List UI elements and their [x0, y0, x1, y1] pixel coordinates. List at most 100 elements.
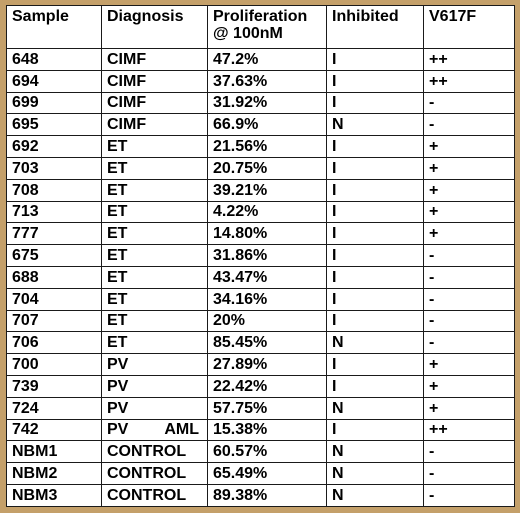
cell-proliferation: 27.89% — [207, 353, 327, 376]
cell-v617f: ++ — [423, 48, 515, 71]
cell-sample: 700 — [6, 353, 102, 376]
cell-v617f: - — [423, 331, 515, 355]
header-inhibited: Inhibited — [326, 5, 424, 49]
header-diagnosis: Diagnosis — [101, 5, 208, 49]
table-row: 777 ET 14.80% I + — [6, 222, 515, 246]
cell-proliferation: 31.86% — [207, 244, 327, 267]
cell-inhibited: I — [326, 244, 424, 267]
cell-diagnosis: ET — [101, 265, 208, 289]
cell-diagnosis: CIMF — [101, 91, 208, 115]
diagnosis-extra: AML — [164, 421, 199, 439]
cell-v617f: + — [423, 374, 515, 398]
cell-diagnosis: CONTROL — [101, 440, 208, 464]
cell-inhibited: I — [326, 48, 424, 71]
cell-diagnosis: ET — [101, 331, 208, 355]
cell-diagnosis: ET — [101, 309, 208, 333]
cell-v617f: - — [423, 309, 515, 333]
table-row: 706 ET 85.45% N - — [6, 331, 515, 355]
cell-sample: NBM2 — [6, 462, 102, 485]
cell-sample: 694 — [6, 69, 102, 93]
table-row: 713 ET 4.22% I + — [6, 200, 515, 224]
cell-proliferation: 31.92% — [207, 91, 327, 115]
cell-inhibited: I — [326, 178, 424, 202]
header-sample: Sample — [6, 5, 102, 49]
cell-inhibited: I — [326, 287, 424, 311]
cell-proliferation: 4.22% — [207, 200, 327, 224]
table-row: 742 PV AML 15.38% I ++ — [6, 418, 515, 442]
cell-inhibited: I — [326, 418, 424, 442]
cell-inhibited: N — [326, 462, 424, 485]
table-row: 707 ET 20% I - — [6, 309, 515, 333]
table-row: 703 ET 20.75% I + — [6, 156, 515, 180]
cell-diagnosis: CIMF — [101, 48, 208, 71]
table-row: 648 CIMF 47.2% I ++ — [6, 48, 515, 71]
cell-proliferation: 47.2% — [207, 48, 327, 71]
cell-inhibited: N — [326, 331, 424, 355]
table-row: 675 ET 31.86% I - — [6, 244, 515, 267]
cell-inhibited: I — [326, 135, 424, 158]
cell-inhibited: I — [326, 222, 424, 246]
cell-v617f: - — [423, 265, 515, 289]
cell-inhibited: N — [326, 483, 424, 508]
cell-v617f: + — [423, 353, 515, 376]
header-proliferation-line2: @ 100nM — [213, 25, 283, 42]
table-header: Sample Diagnosis Proliferation @ 100nM I… — [6, 5, 515, 49]
cell-proliferation: 20% — [207, 309, 327, 333]
cell-v617f: - — [423, 113, 515, 137]
diagnosis-label: PV — [107, 421, 129, 439]
cell-sample: 703 — [6, 156, 102, 180]
cell-v617f: + — [423, 135, 515, 158]
table-row: 699 CIMF 31.92% I - — [6, 91, 515, 115]
cell-sample: 706 — [6, 331, 102, 355]
table-row: 724 PV 57.75% N + — [6, 396, 515, 420]
cell-proliferation: 21.56% — [207, 135, 327, 158]
cell-v617f: + — [423, 200, 515, 224]
cell-proliferation: 14.80% — [207, 222, 327, 246]
cell-proliferation: 60.57% — [207, 440, 327, 464]
table-row: 708 ET 39.21% I + — [6, 178, 515, 202]
cell-diagnosis: CIMF — [101, 113, 208, 137]
cell-inhibited: I — [326, 200, 424, 224]
cell-diagnosis: PV AML — [101, 418, 208, 442]
table-row: 695 CIMF 66.9% N - — [6, 113, 515, 137]
data-table: Sample Diagnosis Proliferation @ 100nM I… — [6, 5, 515, 508]
cell-inhibited: I — [326, 69, 424, 93]
table-row: 704 ET 34.16% I - — [6, 287, 515, 311]
cell-inhibited: I — [326, 374, 424, 398]
cell-inhibited: N — [326, 396, 424, 420]
cell-proliferation: 57.75% — [207, 396, 327, 420]
cell-inhibited: I — [326, 353, 424, 376]
cell-inhibited: N — [326, 113, 424, 137]
cell-diagnosis: CONTROL — [101, 483, 208, 508]
cell-proliferation: 15.38% — [207, 418, 327, 442]
cell-sample: 707 — [6, 309, 102, 333]
table-row: 694 CIMF 37.63% I ++ — [6, 69, 515, 93]
cell-sample: 777 — [6, 222, 102, 246]
cell-proliferation: 85.45% — [207, 331, 327, 355]
cell-proliferation: 20.75% — [207, 156, 327, 180]
cell-diagnosis: PV — [101, 374, 208, 398]
cell-sample: 739 — [6, 374, 102, 398]
cell-diagnosis: CONTROL — [101, 462, 208, 485]
cell-v617f: + — [423, 156, 515, 180]
cell-diagnosis: ET — [101, 244, 208, 267]
cell-proliferation: 37.63% — [207, 69, 327, 93]
cell-sample: 688 — [6, 265, 102, 289]
cell-v617f: + — [423, 222, 515, 246]
table-row: 692 ET 21.56% I + — [6, 135, 515, 158]
cell-inhibited: N — [326, 440, 424, 464]
cell-sample: 708 — [6, 178, 102, 202]
cell-v617f: ++ — [423, 69, 515, 93]
diagnosis-wrap: PV AML — [107, 421, 207, 438]
cell-v617f: - — [423, 440, 515, 464]
cell-sample: 713 — [6, 200, 102, 224]
header-v617f: V617F — [423, 5, 515, 49]
cell-sample: NBM1 — [6, 440, 102, 464]
cell-proliferation: 66.9% — [207, 113, 327, 137]
cell-sample: 724 — [6, 396, 102, 420]
table-row: 700 PV 27.89% I + — [6, 353, 515, 376]
cell-sample: NBM3 — [6, 483, 102, 508]
cell-v617f: + — [423, 178, 515, 202]
cell-sample: 692 — [6, 135, 102, 158]
